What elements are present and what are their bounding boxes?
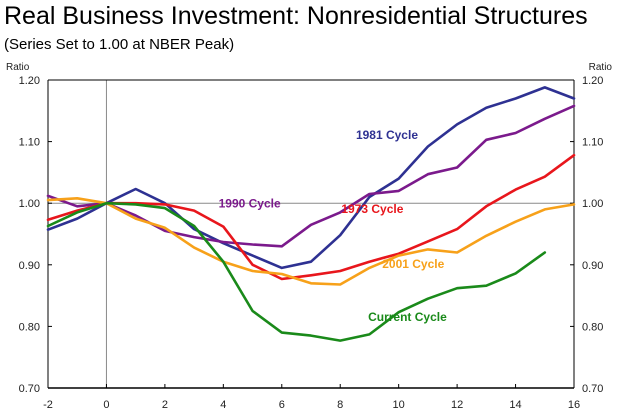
series-lines	[46, 86, 576, 342]
y-tick-label-right: 0.90	[582, 260, 603, 272]
x-tick-label: 10	[393, 399, 405, 411]
x-tick-label: 0	[103, 399, 109, 411]
series-label-current-cycle: Current Cycle	[368, 310, 447, 324]
x-tick-label: 14	[509, 399, 521, 411]
y-tick-label-right: 1.10	[582, 137, 603, 149]
series-label-1973-cycle: 1973 Cycle	[341, 202, 403, 216]
y-tick-label-left: 1.20	[19, 75, 40, 87]
x-tick-label: 12	[451, 399, 463, 411]
y-axis-title-right: Ratio	[589, 62, 613, 73]
x-tick-label: 8	[337, 399, 343, 411]
x-tick-label: 16	[568, 399, 580, 411]
y-tick-label-left: 0.80	[19, 321, 40, 333]
x-tick-label: -2	[43, 399, 53, 411]
series-line-1990-cycle	[46, 104, 576, 248]
y-axis-ticks: 0.70 0.70 0.80 0.80 0.90 0.90 1.00 1.00 1.10 1.10…	[19, 75, 604, 395]
series-line-2001-cycle	[46, 197, 576, 286]
chart-subtitle: (Series Set to 1.00 at NBER Peak)	[4, 36, 235, 53]
y-tick-label-right: 1.00	[582, 198, 603, 210]
series-label-1990-cycle: 1990 Cycle	[219, 197, 281, 211]
y-tick-label-left: 0.70	[19, 383, 40, 395]
y-tick-label-left: 1.00	[19, 198, 40, 210]
x-axis-ticks: -2 0 2 4 6 8 10 12 14 16	[43, 384, 580, 411]
series-labels: 1981 Cycle 1990 Cycle 1973 Cycle 2001 Cycle…	[219, 128, 447, 324]
series-label-2001-cycle: 2001 Cycle	[382, 257, 444, 271]
chart-title: Real Business Investment: Nonresidential…	[4, 2, 588, 30]
y-axis-title-left: Ratio	[6, 62, 30, 73]
y-tick-label-left: 1.10	[19, 137, 40, 149]
series-line-current-cycle	[46, 201, 547, 342]
series-line-1981-cycle	[46, 86, 576, 270]
y-tick-label-right: 0.80	[582, 321, 603, 333]
x-tick-label: 4	[220, 399, 226, 411]
y-tick-label-right: 1.20	[582, 75, 603, 87]
y-tick-label-left: 0.90	[19, 260, 40, 272]
series-label-1981-cycle: 1981 Cycle	[356, 128, 418, 142]
x-tick-label: 6	[279, 399, 285, 411]
plot-frame	[47, 79, 575, 389]
x-tick-label: 2	[162, 399, 168, 411]
y-tick-label-right: 0.70	[582, 383, 603, 395]
